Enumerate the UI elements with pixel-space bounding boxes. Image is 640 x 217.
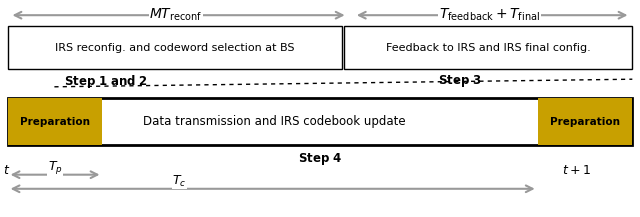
- Bar: [538, 98, 632, 145]
- Text: Preparation: Preparation: [20, 117, 90, 127]
- Text: $\mathbf{Step\ 3}$: $\mathbf{Step\ 3}$: [438, 73, 482, 89]
- Text: $\mathbf{Step\ 4}$: $\mathbf{Step\ 4}$: [298, 151, 342, 168]
- Text: $t+1$: $t+1$: [561, 164, 591, 177]
- Text: $t$: $t$: [3, 164, 10, 177]
- Text: $T_p$: $T_p$: [47, 159, 63, 176]
- Bar: [8, 98, 632, 145]
- Text: $MT_{\mathrm{reconf}}$: $MT_{\mathrm{reconf}}$: [149, 7, 203, 23]
- Text: Preparation: Preparation: [550, 117, 620, 127]
- Text: $T_c$: $T_c$: [172, 174, 186, 189]
- Text: IRS reconfig. and codeword selection at BS: IRS reconfig. and codeword selection at …: [55, 43, 294, 53]
- Text: $T_{\mathrm{feedback}} + T_{\mathrm{final}}$: $T_{\mathrm{feedback}} + T_{\mathrm{fina…: [439, 7, 540, 23]
- Bar: [344, 26, 632, 69]
- Bar: [8, 26, 342, 69]
- Text: Data transmission and IRS codebook update: Data transmission and IRS codebook updat…: [143, 115, 405, 128]
- Text: Feedback to IRS and IRS final config.: Feedback to IRS and IRS final config.: [386, 43, 591, 53]
- Bar: [8, 98, 102, 145]
- Text: $\mathbf{Step\ 1\ and\ 2}$: $\mathbf{Step\ 1\ and\ 2}$: [64, 73, 148, 90]
